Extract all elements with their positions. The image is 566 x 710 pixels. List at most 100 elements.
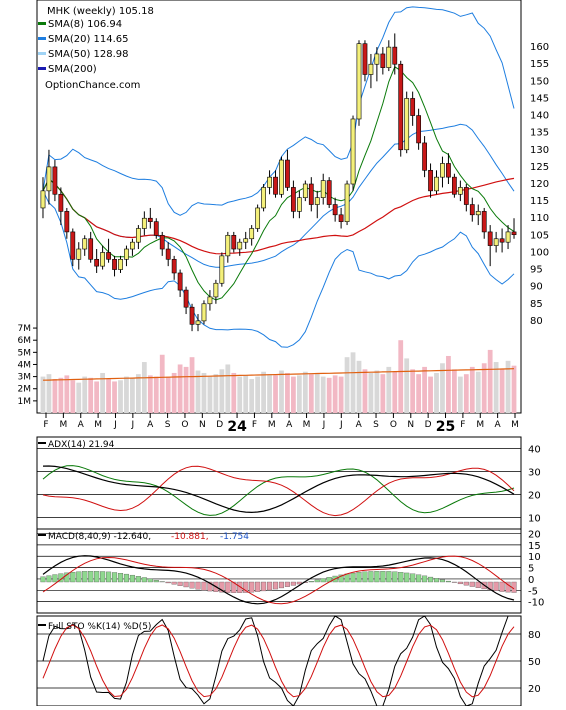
adx-tick-label: 30 <box>528 468 541 479</box>
legend-sma50: SMA(50) 128.98 <box>48 49 129 60</box>
candle-body <box>422 143 426 170</box>
macd-histogram-bar <box>476 582 481 588</box>
macd-histogram-bar <box>369 571 374 582</box>
candle-body <box>166 249 170 259</box>
volume-bar <box>166 377 171 413</box>
legend-swatch-sma20 <box>38 37 46 40</box>
candle-body <box>476 211 480 214</box>
watermark: OptionChance.com <box>45 80 140 91</box>
candle-body <box>83 239 87 249</box>
legend-swatch-sma200 <box>38 67 46 70</box>
volume-tick-label: 4M <box>18 360 32 370</box>
macd-tick-label: 5 <box>528 564 534 575</box>
volume-bar <box>309 374 314 413</box>
candle-body <box>506 232 510 242</box>
candle-body <box>339 215 343 222</box>
price-tick-label: 135 <box>530 128 549 139</box>
month-label: D <box>425 420 432 430</box>
macd-histogram-bar <box>136 576 141 582</box>
volume-tick-label: 5M <box>18 348 32 358</box>
candle-body <box>458 187 462 194</box>
macd-histogram-bar <box>357 572 362 582</box>
candle-body <box>59 194 63 211</box>
candle-body <box>470 205 474 215</box>
macd-histogram-bar <box>130 575 135 582</box>
macd-histogram-bar <box>470 582 475 587</box>
volume-bar <box>458 377 463 413</box>
volume-tick-label: 3M <box>18 373 32 383</box>
macd-histogram-bar <box>315 580 320 582</box>
macd-histogram-bar <box>184 582 189 587</box>
price-tick-label: 155 <box>530 59 549 70</box>
macd-histogram-bar <box>118 573 123 582</box>
adx-label: ADX(14) 21.94 <box>48 440 115 450</box>
volume-bar <box>124 377 129 413</box>
candle-body <box>220 256 224 283</box>
volume-bar <box>512 366 517 413</box>
volume-bar <box>315 373 320 413</box>
volume-bar <box>58 378 63 413</box>
volume-bar <box>380 374 385 413</box>
macd-histogram-bar <box>458 582 463 584</box>
candle-body <box>250 228 254 238</box>
candle-body <box>333 205 337 215</box>
price-tick-label: 105 <box>530 230 549 241</box>
candle-body <box>89 239 93 260</box>
macd-histogram-bar <box>309 581 314 582</box>
macd-histogram-bar <box>464 582 469 585</box>
macd-tick-label: -10 <box>528 598 544 609</box>
macd-histogram-bar <box>500 582 505 592</box>
volume-bar <box>184 367 189 413</box>
price-tick-label: 145 <box>530 93 549 104</box>
price-tick-label: 140 <box>530 111 549 122</box>
month-label: O <box>390 420 397 430</box>
month-label: M <box>94 420 102 430</box>
volume-bar <box>321 377 326 413</box>
adx-tick-label: 40 <box>528 445 541 456</box>
volume-bar <box>339 377 344 413</box>
candle-body <box>244 239 248 242</box>
macd-histogram-bar <box>142 577 147 582</box>
volume-bar <box>231 373 236 413</box>
macd-tick-label: 0 <box>528 575 534 586</box>
price-tick-label: 85 <box>530 299 543 310</box>
macd-histogram-bar <box>351 573 356 582</box>
candle-body <box>65 211 69 232</box>
candle-body <box>500 239 504 242</box>
volume-bar <box>303 372 308 413</box>
volume-bar <box>345 357 350 413</box>
candle-body <box>160 235 164 249</box>
volume-bar <box>452 369 457 413</box>
macd-histogram-bar <box>267 582 272 590</box>
candle-body <box>375 54 379 64</box>
candle-body <box>118 259 122 269</box>
volume-bar <box>267 374 272 413</box>
candle-body <box>47 167 51 191</box>
candle-body <box>130 242 134 249</box>
macd-histogram-bar <box>100 571 105 582</box>
macd-tick-label: 15 <box>528 541 541 552</box>
candle-body <box>440 163 444 177</box>
macd-histogram-bar <box>196 582 201 589</box>
volume-bar <box>446 356 451 413</box>
candle-body <box>297 198 301 212</box>
candle-body <box>273 177 277 194</box>
candle-body <box>214 283 218 297</box>
month-label: 25 <box>436 419 455 435</box>
candle-body <box>393 47 397 64</box>
macd-histogram-bar <box>428 577 433 582</box>
candle-body <box>53 167 57 194</box>
candle-body <box>369 64 373 74</box>
price-tick-label: 125 <box>530 162 549 173</box>
candle-body <box>411 98 415 115</box>
volume-bar <box>410 369 415 413</box>
volume-bar <box>225 364 230 413</box>
month-label: J <box>113 420 117 430</box>
volume-bar <box>178 364 183 413</box>
macd-value-b: -1.754 <box>220 532 249 542</box>
macd-tick-label: 10 <box>528 552 541 563</box>
candle-body <box>190 307 194 324</box>
volume-bar <box>422 367 427 413</box>
sto-tick-label: 20 <box>528 684 541 695</box>
